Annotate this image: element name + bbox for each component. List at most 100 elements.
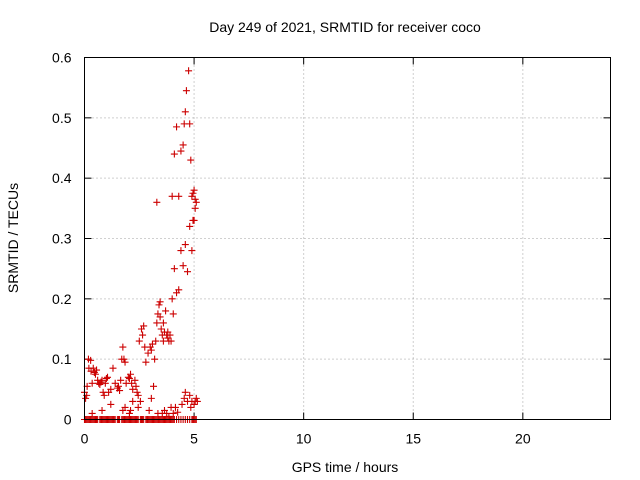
- data-point: [153, 319, 161, 327]
- data-point: [186, 391, 194, 399]
- data-point: [136, 397, 144, 405]
- data-point: [98, 376, 106, 384]
- chart-title: Day 249 of 2021, SRMTID for receiver coc…: [209, 19, 481, 35]
- data-point: [98, 406, 106, 414]
- data-point: [181, 388, 189, 396]
- x-tick-label: 5: [190, 431, 198, 447]
- plot-frame: [84, 57, 611, 420]
- data-point: [131, 376, 139, 384]
- data-point: [190, 216, 198, 224]
- data-point: [168, 192, 176, 200]
- data-point: [188, 247, 196, 255]
- data-point: [180, 394, 188, 402]
- data-point: [120, 355, 128, 363]
- grid-lines: [84, 57, 611, 420]
- data-point: [88, 409, 96, 417]
- data-point: [179, 141, 187, 149]
- y-tick-label: 0: [64, 412, 72, 428]
- data-point: [155, 301, 163, 309]
- data-point: [185, 67, 193, 75]
- data-point: [150, 382, 158, 390]
- data-point: [156, 313, 164, 321]
- y-axis-label: SRMTID / TECUs: [5, 183, 21, 293]
- data-point: [91, 370, 99, 378]
- data-point: [151, 355, 159, 363]
- data-point: [190, 400, 198, 408]
- data-point: [127, 370, 135, 378]
- data-point: [187, 156, 195, 164]
- data-point: [148, 340, 156, 348]
- x-tick-label: 0: [81, 431, 89, 447]
- data-point: [159, 319, 167, 327]
- data-point: [87, 356, 95, 364]
- data-points: [81, 67, 201, 423]
- data-point: [134, 403, 142, 411]
- data-point: [190, 186, 198, 194]
- data-point: [104, 373, 112, 381]
- data-point: [117, 376, 125, 384]
- x-tick-label: 15: [405, 431, 421, 447]
- data-point: [186, 120, 194, 128]
- data-point: [109, 364, 117, 372]
- y-tick-label: 0.4: [52, 170, 72, 186]
- data-point: [189, 189, 197, 197]
- data-point: [107, 400, 115, 408]
- data-point: [127, 406, 135, 414]
- data-point: [164, 328, 172, 336]
- data-point: [169, 310, 177, 318]
- data-point: [192, 394, 200, 402]
- y-tick-label: 0.2: [52, 291, 72, 307]
- data-point: [100, 391, 108, 399]
- data-point: [102, 374, 110, 382]
- data-point: [193, 397, 201, 405]
- data-point: [171, 403, 179, 411]
- data-point: [88, 379, 96, 387]
- data-point: [175, 192, 183, 200]
- data-point: [147, 394, 155, 402]
- data-point: [165, 412, 173, 420]
- data-point: [174, 408, 182, 416]
- data-point: [173, 123, 181, 131]
- data-point: [132, 382, 140, 390]
- data-point: [101, 379, 109, 387]
- y-tick-label: 0.3: [52, 231, 72, 247]
- x-axis: 0 5 10 15 20: [81, 57, 531, 447]
- data-point: [182, 87, 190, 95]
- data-point: [170, 265, 178, 273]
- data-point: [179, 262, 187, 270]
- data-point: [147, 346, 155, 354]
- data-point: [181, 108, 189, 116]
- data-point: [128, 379, 136, 387]
- data-point: [177, 147, 185, 155]
- data-point: [175, 286, 183, 294]
- data-point: [152, 337, 160, 345]
- data-point: [139, 331, 147, 339]
- data-point: [119, 343, 127, 351]
- data-point: [181, 241, 189, 249]
- data-point: [121, 358, 129, 366]
- data-point: [191, 204, 199, 212]
- data-point: [114, 382, 122, 390]
- x-axis-label: GPS time / hours: [292, 459, 399, 475]
- data-point: [116, 387, 124, 395]
- y-tick-label: 0.5: [52, 110, 72, 126]
- y-tick-label: 0.1: [52, 351, 72, 367]
- data-point: [156, 298, 164, 306]
- data-point: [144, 349, 152, 357]
- data-point: [129, 385, 137, 393]
- data-point: [125, 374, 133, 382]
- x-tick-label: 10: [296, 431, 312, 447]
- data-point: [168, 295, 176, 303]
- data-point: [142, 358, 150, 366]
- data-point: [177, 247, 185, 255]
- data-point: [159, 337, 167, 345]
- data-point: [134, 391, 142, 399]
- y-axis: 0 0.1 0.2 0.3 0.4 0.5 0.6: [52, 50, 611, 428]
- data-point: [184, 268, 192, 276]
- data-point: [191, 195, 199, 203]
- data-point: [82, 394, 90, 402]
- data-point: [140, 322, 148, 330]
- data-point: [187, 403, 195, 411]
- data-point: [178, 400, 186, 408]
